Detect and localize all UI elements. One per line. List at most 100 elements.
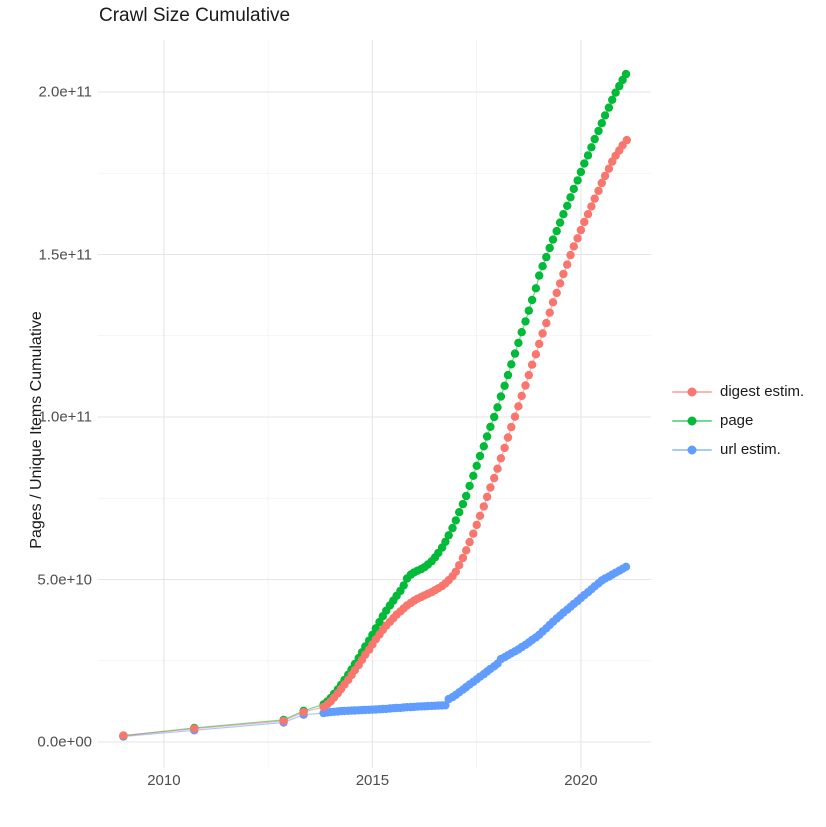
data-point	[527, 295, 537, 305]
data-point	[621, 562, 631, 571]
data-point	[555, 279, 565, 288]
data-point	[486, 483, 495, 492]
data-point	[503, 433, 513, 442]
data-point	[521, 317, 530, 326]
data-point	[472, 520, 481, 530]
data-point	[279, 716, 288, 726]
y-tick-label: 5.0e+10	[37, 571, 92, 588]
data-point	[517, 328, 526, 337]
data-point	[507, 422, 516, 432]
legend-key-icon	[670, 442, 714, 458]
data-point	[479, 442, 488, 451]
data-point	[555, 218, 565, 227]
data-point	[451, 516, 460, 525]
data-point	[580, 217, 589, 227]
data-point	[576, 225, 586, 235]
data-point	[569, 242, 578, 251]
data-point	[535, 271, 544, 280]
data-point	[542, 252, 551, 262]
y-tick-label: 0.0e+00	[37, 733, 92, 751]
data-point	[524, 370, 533, 380]
data-point	[573, 176, 582, 185]
data-point	[444, 531, 453, 540]
data-point	[594, 186, 603, 195]
data-point	[548, 298, 558, 307]
legend: digest estim. page url estim.	[670, 377, 804, 464]
panel	[98, 40, 651, 768]
data-point	[469, 471, 478, 480]
data-point	[448, 523, 457, 533]
data-point	[510, 349, 520, 358]
x-tick-label: 2020	[564, 772, 598, 789]
y-tick-label: 1.5e+11	[38, 246, 92, 263]
data-point	[597, 119, 606, 128]
data-point	[527, 360, 537, 369]
data-point	[399, 581, 408, 590]
data-point	[587, 143, 596, 152]
data-point	[451, 567, 460, 576]
data-point	[496, 392, 506, 401]
data-point	[580, 159, 589, 168]
data-point	[458, 553, 468, 563]
data-point	[583, 151, 593, 160]
data-point	[517, 391, 526, 401]
data-point	[563, 260, 572, 269]
data-point	[514, 338, 523, 348]
legend-item: page	[670, 406, 804, 435]
data-point	[600, 111, 610, 120]
data-point	[545, 243, 554, 253]
data-point	[462, 491, 471, 501]
data-point	[503, 370, 513, 380]
legend-label: page	[720, 412, 754, 429]
data-point	[587, 202, 596, 211]
data-point	[500, 381, 509, 390]
data-point	[455, 561, 464, 570]
data-point	[462, 546, 471, 555]
data-point	[590, 134, 599, 144]
data-point	[475, 451, 485, 461]
data-point	[559, 210, 568, 219]
data-point	[621, 69, 631, 79]
data-point	[531, 284, 541, 293]
data-point	[514, 402, 523, 411]
legend-key-icon	[670, 413, 714, 429]
data-point	[486, 422, 495, 431]
chart-title: Crawl Size Cumulative	[99, 5, 291, 26]
legend-item: digest estim.	[670, 377, 804, 406]
data-point	[458, 499, 468, 509]
x-tick-label: 2015	[355, 772, 390, 789]
data-point	[472, 461, 481, 470]
data-point	[569, 184, 578, 194]
data-point	[490, 412, 499, 422]
data-point	[465, 537, 474, 547]
data-point	[531, 350, 541, 359]
data-point	[496, 454, 506, 463]
data-point	[583, 210, 593, 219]
legend-label: digest estim.	[720, 383, 805, 400]
data-point	[465, 481, 474, 491]
legend-key-icon	[670, 384, 714, 400]
data-point	[479, 502, 488, 511]
data-point	[590, 194, 599, 203]
data-point	[493, 464, 502, 473]
data-point	[611, 88, 620, 97]
data-point	[552, 288, 561, 298]
data-point	[490, 473, 499, 483]
data-point	[469, 529, 478, 538]
data-point	[573, 234, 582, 243]
data-point	[597, 178, 606, 188]
data-point	[299, 707, 308, 717]
y-tick-label: 2.0e+11	[38, 83, 92, 101]
data-point	[371, 624, 380, 633]
data-point	[600, 171, 610, 181]
data-point	[576, 167, 586, 177]
data-point	[566, 193, 575, 202]
data-point	[119, 731, 128, 740]
data-point	[563, 201, 572, 210]
data-point	[475, 511, 485, 520]
data-point	[510, 412, 520, 421]
data-point	[542, 318, 551, 328]
data-point	[559, 269, 568, 279]
legend-label: url estim.	[720, 441, 781, 458]
data-point	[493, 403, 502, 412]
